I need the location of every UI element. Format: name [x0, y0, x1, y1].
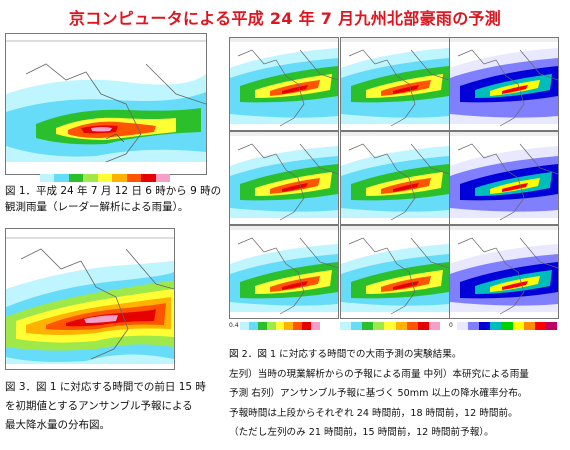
caption-line: 予報時間は上段からそれぞれ 24 時間前，18 時間前，12 時間前。 — [229, 407, 518, 419]
forecast-map-svg — [230, 226, 338, 315]
figure-2-middle-color-scale — [340, 322, 440, 330]
ensemble-map-svg — [6, 237, 174, 364]
forecast-map-r3-c2 — [340, 225, 450, 319]
figure-1-observed-rain-map — [5, 33, 207, 175]
forecast-map-svg — [230, 38, 338, 127]
forecast-map-r2-c1 — [229, 131, 339, 225]
forecast-map-r2-c3 — [449, 131, 559, 225]
caption-line: 図 2．図 1 に対応する時間での大雨予測の実験結果。 — [229, 349, 462, 360]
caption-line: 図 3．図 1 に対応する時間での前日 15 時 — [5, 381, 206, 393]
forecast-map-r3-c3 — [449, 225, 559, 319]
forecast-map-svg — [341, 226, 449, 315]
forecast-map-r1-c3 — [449, 37, 559, 131]
caption-line: 図 1．平成 24 年 7 月 12 日 6 時から 9 時の — [5, 185, 222, 197]
forecast-map-svg — [341, 38, 449, 127]
forecast-map-svg — [450, 226, 558, 315]
forecast-map-svg — [230, 132, 338, 221]
caption-line: （ただし左列のみ 21 時間前，15 時間前，12 時間前予報）。 — [229, 427, 494, 438]
forecast-map-r1-c2 — [340, 37, 450, 131]
figure-2-left-color-scale — [240, 322, 321, 330]
figure-1-color-scale — [40, 174, 170, 182]
caption-line: 観測雨量（レーダー解析による雨量）。 — [5, 201, 189, 213]
caption-line: 最大降水量の分布図。 — [5, 419, 110, 431]
forecast-map-r2-c2 — [340, 131, 450, 225]
figure-2-right-color-scale — [457, 322, 557, 330]
figure-3-ensemble-max-rain-map — [5, 228, 175, 370]
figure-1-caption: 図 1．平成 24 年 7 月 12 日 6 時から 9 時の 観測雨量（レーダ… — [5, 183, 221, 215]
forecast-map-svg — [450, 38, 558, 127]
figure-2-caption: 図 2．図 1 に対応する時間での大雨予測の実験結果。 左列）当時の現業解析から… — [229, 345, 529, 443]
forecast-map-svg — [341, 132, 449, 221]
caption-line: 左列）当時の現業解析からの予報による雨量 中列）本研究による雨量 — [229, 368, 529, 380]
page-title: 京コンピュータによる平成 24 年 7 月九州北部豪雨の予測 — [68, 9, 502, 28]
caption-line: を初期値とするアンサンブル予報による — [5, 400, 193, 412]
figure-3-caption: 図 3．図 1 に対応する時間での前日 15 時 を初期値とするアンサンブル予報… — [5, 378, 206, 435]
forecast-map-r3-c1 — [229, 225, 339, 319]
forecast-map-svg — [450, 132, 558, 221]
scale-right-label: 0 — [449, 322, 453, 329]
forecast-map-r1-c1 — [229, 37, 339, 131]
rain-map-svg — [6, 34, 206, 174]
scale-left-label: 0.4 — [229, 322, 239, 329]
caption-line: 予測 右列）アンサンブル予報に基づく 50mm 以上の降水確率分布。 — [229, 388, 528, 399]
